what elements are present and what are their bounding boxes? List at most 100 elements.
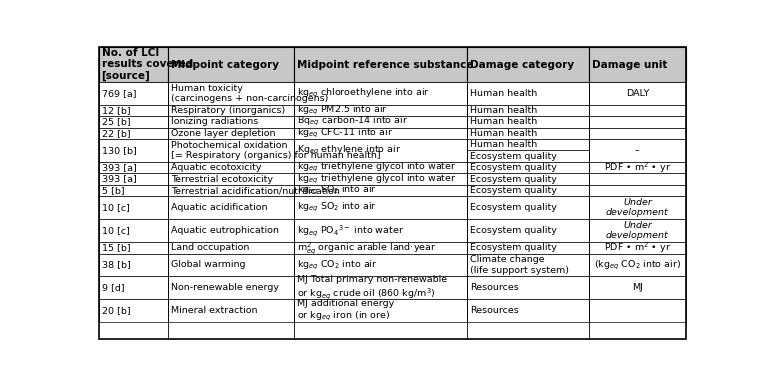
Bar [294, 300, 467, 322]
Bar [589, 47, 685, 82]
Text: Ozone layer depletion: Ozone layer depletion [171, 129, 275, 138]
Text: Aquatic ecotoxicity: Aquatic ecotoxicity [171, 163, 262, 172]
Bar [168, 242, 294, 254]
Text: Ecosystem quality: Ecosystem quality [470, 175, 557, 183]
Bar [467, 139, 589, 151]
Bar [467, 196, 589, 219]
Bar [589, 162, 685, 173]
Text: kg$_{eq}$ chloroethylene into air: kg$_{eq}$ chloroethylene into air [297, 87, 430, 100]
Bar [294, 139, 467, 162]
Text: Human health: Human health [470, 106, 537, 115]
Text: Mineral extraction: Mineral extraction [171, 306, 257, 315]
Text: m$^{2}_{eq}$ organic arable land·year: m$^{2}_{eq}$ organic arable land·year [297, 240, 436, 255]
Text: PDF • m$^{2}$ • yr: PDF • m$^{2}$ • yr [604, 241, 671, 255]
Bar [168, 128, 294, 139]
Text: Bq$_{eq}$ carbon-14 into air: Bq$_{eq}$ carbon-14 into air [297, 115, 409, 128]
Text: Ecosystem quality: Ecosystem quality [470, 226, 557, 235]
Bar [294, 105, 467, 116]
Bar [294, 173, 467, 185]
Bar [589, 139, 685, 162]
Text: Aquatic acidification: Aquatic acidification [171, 203, 267, 212]
Text: Midpoint reference substance: Midpoint reference substance [297, 60, 474, 70]
Text: DALY: DALY [626, 89, 649, 98]
Bar [99, 196, 168, 219]
Text: Human health: Human health [470, 89, 537, 98]
Text: Resources: Resources [470, 283, 519, 292]
Text: Damage category: Damage category [470, 60, 575, 70]
Text: kg$_{eq}$ triethylene glycol into water: kg$_{eq}$ triethylene glycol into water [297, 173, 457, 186]
Bar [168, 300, 294, 322]
Text: MJ additional energy
or kg$_{eq}$ iron (in ore): MJ additional energy or kg$_{eq}$ iron (… [297, 299, 394, 323]
Text: Human health: Human health [470, 117, 537, 126]
Bar [168, 173, 294, 185]
Bar [467, 277, 589, 300]
Bar [589, 242, 685, 254]
Bar [168, 162, 294, 173]
Text: Aquatic eutrophication: Aquatic eutrophication [171, 226, 278, 235]
Text: Ecosystem quality: Ecosystem quality [470, 186, 557, 195]
Text: Photochemical oxidation
[= Respiratory (organics) for human health]: Photochemical oxidation [= Respiratory (… [171, 141, 380, 160]
Text: (kg$_{eq}$ CO$_{2}$ into air): (kg$_{eq}$ CO$_{2}$ into air) [594, 259, 681, 272]
Bar [168, 254, 294, 277]
Text: 130 [b]: 130 [b] [102, 146, 136, 155]
Bar [589, 185, 685, 196]
Bar [589, 254, 685, 277]
Bar [99, 105, 168, 116]
Bar [294, 47, 467, 82]
Text: 10 [c]: 10 [c] [102, 203, 129, 212]
Bar [467, 105, 589, 116]
Bar [467, 242, 589, 254]
Bar [589, 300, 685, 322]
Text: 393 [a]: 393 [a] [102, 163, 136, 172]
Bar [99, 277, 168, 300]
Text: Human health: Human health [470, 140, 537, 149]
Bar [99, 254, 168, 277]
Text: kg$_{eq}$ PO$_{4}$$^{3-}$ into water: kg$_{eq}$ PO$_{4}$$^{3-}$ into water [297, 223, 404, 238]
Bar [589, 116, 685, 128]
Text: 5 [b]: 5 [b] [102, 186, 124, 195]
Text: Land occupation: Land occupation [171, 243, 249, 252]
Bar [168, 219, 294, 242]
Bar [467, 173, 589, 185]
Bar [168, 139, 294, 162]
Bar [168, 277, 294, 300]
Bar [467, 254, 589, 277]
Bar [168, 47, 294, 82]
Bar [467, 219, 589, 242]
Text: kg$_{eq}$ triethylene glycol into water: kg$_{eq}$ triethylene glycol into water [297, 161, 457, 174]
Bar [168, 82, 294, 105]
Bar [99, 173, 168, 185]
Bar [99, 219, 168, 242]
Text: 769 [a]: 769 [a] [102, 89, 136, 98]
Text: 12 [b]: 12 [b] [102, 106, 130, 115]
Text: MJ Total primary non-renewable
or kg$_{eq}$ crude oil (860 kg/m$^{3}$): MJ Total primary non-renewable or kg$_{e… [297, 275, 447, 301]
Bar [294, 277, 467, 300]
Text: Human health: Human health [470, 129, 537, 138]
Bar [589, 196, 685, 219]
Text: 25 [b]: 25 [b] [102, 117, 130, 126]
Bar [294, 162, 467, 173]
Bar [467, 300, 589, 322]
Bar [589, 219, 685, 242]
Bar [467, 185, 589, 196]
Bar [589, 173, 685, 185]
Bar [294, 254, 467, 277]
Bar [99, 162, 168, 173]
Text: kg$_{eq}$ PM2.5 into air: kg$_{eq}$ PM2.5 into air [297, 104, 388, 117]
Bar [168, 185, 294, 196]
Bar [467, 47, 589, 82]
Text: 15 [b]: 15 [b] [102, 243, 130, 252]
Text: Ionizing radiations: Ionizing radiations [171, 117, 258, 126]
Bar [99, 139, 168, 162]
Bar [467, 128, 589, 139]
Text: 20 [b]: 20 [b] [102, 306, 130, 315]
Text: –: – [635, 146, 640, 155]
Bar [99, 185, 168, 196]
Text: MJ: MJ [632, 283, 643, 292]
Bar [467, 82, 589, 105]
Bar [589, 128, 685, 139]
Bar [467, 116, 589, 128]
Bar [294, 185, 467, 196]
Bar [99, 128, 168, 139]
Text: Ecosystem quality: Ecosystem quality [470, 243, 557, 252]
